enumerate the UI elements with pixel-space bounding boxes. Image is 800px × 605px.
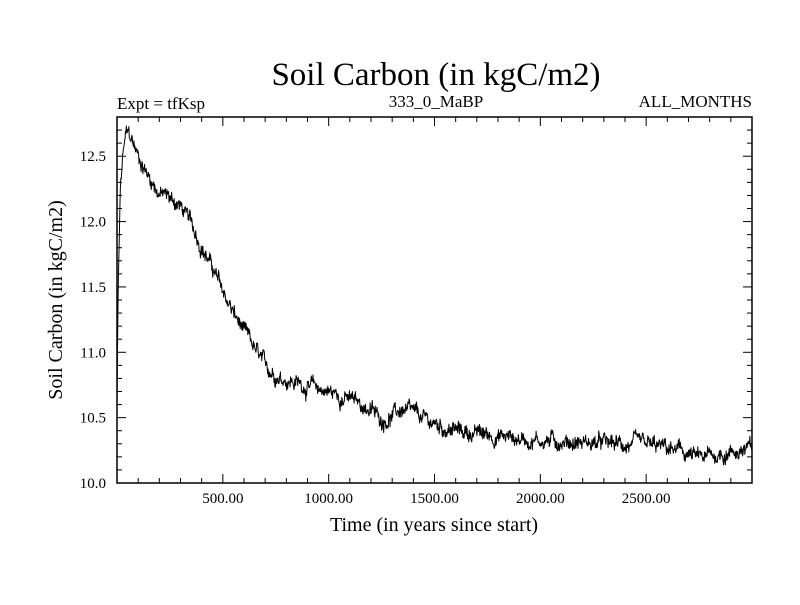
period-label: 333_0_MaBP: [389, 92, 483, 111]
series-line-0: [116, 125, 753, 466]
x-tick-label: 2000.00: [516, 491, 565, 507]
series-layer: [116, 125, 753, 466]
y-tick-label: 11.5: [80, 280, 106, 296]
months-label: ALL_MONTHS: [639, 92, 752, 111]
chart-title: Soil Carbon (in kgC/m2): [271, 57, 600, 93]
y-tick-label: 12.0: [80, 215, 106, 231]
x-tick-label: 1500.00: [410, 491, 459, 507]
plot-area-frame: [116, 116, 753, 484]
x-tick-label: 500.00: [202, 491, 243, 507]
y-tick-label: 10.5: [80, 411, 106, 427]
experiment-label: Expt = tfKsp: [117, 94, 205, 113]
x-tick-label: 1000.00: [304, 491, 353, 507]
x-axis: 500.00 1000.00 1500.00 2000.00 2500.00: [137, 117, 732, 507]
y-tick-label: 10.0: [80, 476, 106, 492]
x-tick-label: 2500.00: [622, 491, 671, 507]
y-axis: 10.0 10.5 11.0 11.5 12.0 12.5: [80, 116, 752, 492]
y-axis-label: Soil Carbon (in kgC/m2): [45, 200, 67, 399]
y-tick-label: 12.5: [80, 149, 106, 165]
y-tick-label: 11.0: [80, 345, 106, 361]
x-axis-label: Time (in years since start): [330, 514, 538, 536]
